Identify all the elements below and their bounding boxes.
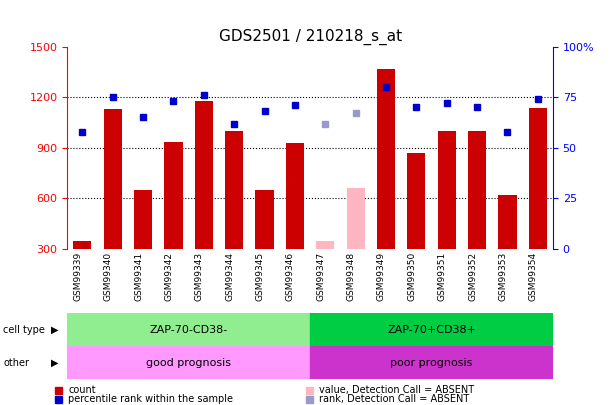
Text: GSM99347: GSM99347 — [316, 252, 325, 301]
Bar — [310, 346, 553, 379]
Text: GSM99354: GSM99354 — [529, 252, 538, 301]
Text: ZAP-70+CD38+: ZAP-70+CD38+ — [387, 325, 476, 335]
Text: GSM99346: GSM99346 — [286, 252, 295, 301]
Text: count: count — [68, 386, 96, 395]
Text: GSM99353: GSM99353 — [499, 252, 507, 301]
Bar — [67, 313, 310, 346]
Text: GSM99349: GSM99349 — [377, 252, 386, 301]
Text: ZAP-70-CD38-: ZAP-70-CD38- — [150, 325, 228, 335]
Text: value, Detection Call = ABSENT: value, Detection Call = ABSENT — [319, 386, 474, 395]
Bar — [310, 313, 553, 346]
Text: GSM99340: GSM99340 — [104, 252, 113, 301]
Bar — [529, 108, 547, 249]
Text: other: other — [3, 358, 29, 368]
Text: GSM99342: GSM99342 — [164, 252, 174, 301]
Bar — [468, 131, 486, 249]
Text: ▶: ▶ — [51, 325, 58, 335]
Text: GSM99339: GSM99339 — [73, 252, 82, 301]
Bar — [499, 195, 516, 249]
Text: rank, Detection Call = ABSENT: rank, Detection Call = ABSENT — [319, 394, 469, 404]
Text: GSM99344: GSM99344 — [225, 252, 234, 301]
Bar — [73, 241, 92, 249]
Bar — [225, 131, 243, 249]
Bar — [104, 109, 122, 249]
Bar — [437, 131, 456, 249]
Text: GSM99345: GSM99345 — [255, 252, 265, 301]
Text: GSM99343: GSM99343 — [195, 252, 204, 301]
Bar — [408, 153, 425, 249]
Text: GSM99348: GSM99348 — [346, 252, 356, 301]
Bar — [346, 188, 365, 249]
Text: good prognosis: good prognosis — [146, 358, 231, 368]
Bar — [164, 142, 183, 249]
Text: poor prognosis: poor prognosis — [390, 358, 473, 368]
Bar — [286, 143, 304, 249]
Text: GSM99352: GSM99352 — [468, 252, 477, 301]
Bar — [195, 101, 213, 249]
Bar — [377, 68, 395, 249]
Text: GSM99341: GSM99341 — [134, 252, 143, 301]
Text: cell type: cell type — [3, 325, 45, 335]
Bar — [255, 190, 274, 249]
Text: ▶: ▶ — [51, 358, 58, 368]
Title: GDS2501 / 210218_s_at: GDS2501 / 210218_s_at — [219, 29, 401, 45]
Text: GSM99350: GSM99350 — [408, 252, 416, 301]
Text: percentile rank within the sample: percentile rank within the sample — [68, 394, 233, 404]
Bar — [316, 241, 334, 249]
Text: GSM99351: GSM99351 — [437, 252, 447, 301]
Bar — [134, 190, 152, 249]
Bar — [67, 346, 310, 379]
